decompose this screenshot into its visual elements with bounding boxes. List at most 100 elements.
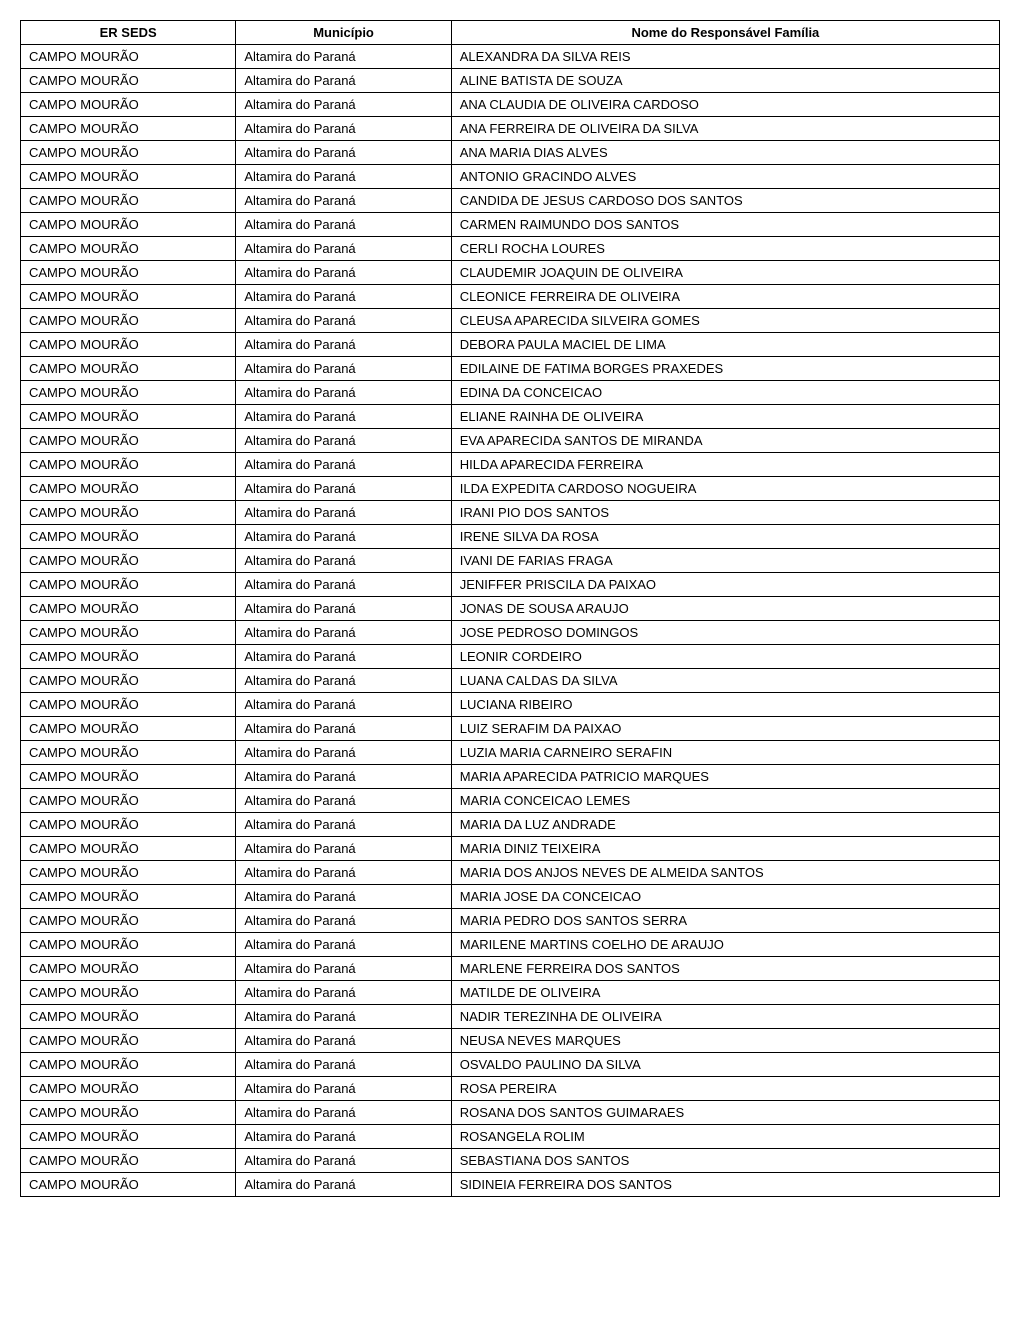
table-cell: Altamira do Paraná (236, 261, 451, 285)
table-cell: Altamira do Paraná (236, 813, 451, 837)
table-cell: CAMPO MOURÃO (21, 693, 236, 717)
table-row: CAMPO MOURÃOAltamira do ParanáSIDINEIA F… (21, 1173, 1000, 1197)
table-cell: CAMPO MOURÃO (21, 765, 236, 789)
table-cell: ROSANGELA ROLIM (451, 1125, 999, 1149)
table-row: CAMPO MOURÃOAltamira do ParanáLUIZ SERAF… (21, 717, 1000, 741)
table-cell: Altamira do Paraná (236, 357, 451, 381)
table-row: CAMPO MOURÃOAltamira do ParanáMARLENE FE… (21, 957, 1000, 981)
table-cell: IRENE SILVA DA ROSA (451, 525, 999, 549)
table-row: CAMPO MOURÃOAltamira do ParanáANA CLAUDI… (21, 93, 1000, 117)
table-cell: HILDA APARECIDA FERREIRA (451, 453, 999, 477)
table-cell: Altamira do Paraná (236, 597, 451, 621)
table-cell: LEONIR CORDEIRO (451, 645, 999, 669)
table-row: CAMPO MOURÃOAltamira do ParanáMARIA DA L… (21, 813, 1000, 837)
table-row: CAMPO MOURÃOAltamira do ParanáHILDA APAR… (21, 453, 1000, 477)
table-cell: ALINE BATISTA DE SOUZA (451, 69, 999, 93)
table-header: ER SEDS Município Nome do Responsável Fa… (21, 21, 1000, 45)
table-cell: CAMPO MOURÃO (21, 429, 236, 453)
table-cell: Altamira do Paraná (236, 165, 451, 189)
table-cell: Altamira do Paraná (236, 453, 451, 477)
table-cell: Altamira do Paraná (236, 309, 451, 333)
table-row: CAMPO MOURÃOAltamira do ParanáROSA PEREI… (21, 1077, 1000, 1101)
table-cell: CAMPO MOURÃO (21, 237, 236, 261)
table-cell: CAMPO MOURÃO (21, 381, 236, 405)
table-row: CAMPO MOURÃOAltamira do ParanáMARIA PEDR… (21, 909, 1000, 933)
table-row: CAMPO MOURÃOAltamira do ParanáELIANE RAI… (21, 405, 1000, 429)
table-cell: CAMPO MOURÃO (21, 69, 236, 93)
table-row: CAMPO MOURÃOAltamira do ParanáMARILENE M… (21, 933, 1000, 957)
table-cell: CAMPO MOURÃO (21, 1053, 236, 1077)
table-cell: Altamira do Paraná (236, 837, 451, 861)
table-body: CAMPO MOURÃOAltamira do ParanáALEXANDRA … (21, 45, 1000, 1197)
column-header-nome: Nome do Responsável Família (451, 21, 999, 45)
table-cell: Altamira do Paraná (236, 1005, 451, 1029)
table-row: CAMPO MOURÃOAltamira do ParanáEDINA DA C… (21, 381, 1000, 405)
table-row: CAMPO MOURÃOAltamira do ParanáEVA APAREC… (21, 429, 1000, 453)
table-cell: CARMEN RAIMUNDO DOS SANTOS (451, 213, 999, 237)
table-cell: CERLI ROCHA LOURES (451, 237, 999, 261)
table-cell: ANTONIO GRACINDO ALVES (451, 165, 999, 189)
table-row: CAMPO MOURÃOAltamira do ParanáJENIFFER P… (21, 573, 1000, 597)
table-cell: Altamira do Paraná (236, 693, 451, 717)
table-cell: Altamira do Paraná (236, 237, 451, 261)
table-cell: IRANI PIO DOS SANTOS (451, 501, 999, 525)
table-cell: Altamira do Paraná (236, 69, 451, 93)
table-row: CAMPO MOURÃOAltamira do ParanáANTONIO GR… (21, 165, 1000, 189)
table-cell: ALEXANDRA DA SILVA REIS (451, 45, 999, 69)
table-cell: Altamira do Paraná (236, 429, 451, 453)
table-cell: ANA FERREIRA DE OLIVEIRA DA SILVA (451, 117, 999, 141)
table-cell: MARIA DOS ANJOS NEVES DE ALMEIDA SANTOS (451, 861, 999, 885)
table-cell: ANA CLAUDIA DE OLIVEIRA CARDOSO (451, 93, 999, 117)
table-cell: CAMPO MOURÃO (21, 189, 236, 213)
table-cell: Altamira do Paraná (236, 45, 451, 69)
table-cell: EVA APARECIDA SANTOS DE MIRANDA (451, 429, 999, 453)
table-cell: EDINA DA CONCEICAO (451, 381, 999, 405)
table-cell: ROSANA DOS SANTOS GUIMARAES (451, 1101, 999, 1125)
table-cell: Altamira do Paraná (236, 621, 451, 645)
header-row: ER SEDS Município Nome do Responsável Fa… (21, 21, 1000, 45)
table-row: CAMPO MOURÃOAltamira do ParanáIVANI DE F… (21, 549, 1000, 573)
table-cell: CAMPO MOURÃO (21, 117, 236, 141)
table-cell: CAMPO MOURÃO (21, 1005, 236, 1029)
table-row: CAMPO MOURÃOAltamira do ParanáANA FERREI… (21, 117, 1000, 141)
table-cell: CAMPO MOURÃO (21, 477, 236, 501)
table-row: CAMPO MOURÃOAltamira do ParanáMARIA JOSE… (21, 885, 1000, 909)
table-cell: Altamira do Paraná (236, 861, 451, 885)
table-cell: Altamira do Paraná (236, 1101, 451, 1125)
table-cell: Altamira do Paraná (236, 213, 451, 237)
table-cell: CAMPO MOURÃO (21, 789, 236, 813)
table-cell: CAMPO MOURÃO (21, 261, 236, 285)
table-cell: SEBASTIANA DOS SANTOS (451, 1149, 999, 1173)
table-cell: LUCIANA RIBEIRO (451, 693, 999, 717)
table-row: CAMPO MOURÃOAltamira do ParanáMARIA APAR… (21, 765, 1000, 789)
table-cell: CAMPO MOURÃO (21, 909, 236, 933)
column-header-er-seds: ER SEDS (21, 21, 236, 45)
table-cell: CAMPO MOURÃO (21, 1125, 236, 1149)
table-cell: JENIFFER PRISCILA DA PAIXAO (451, 573, 999, 597)
table-cell: CAMPO MOURÃO (21, 1101, 236, 1125)
table-cell: SIDINEIA FERREIRA DOS SANTOS (451, 1173, 999, 1197)
table-row: CAMPO MOURÃOAltamira do ParanáILDA EXPED… (21, 477, 1000, 501)
table-cell: CAMPO MOURÃO (21, 981, 236, 1005)
table-cell: CAMPO MOURÃO (21, 813, 236, 837)
table-cell: CAMPO MOURÃO (21, 717, 236, 741)
table-cell: EDILAINE DE FATIMA BORGES PRAXEDES (451, 357, 999, 381)
table-row: CAMPO MOURÃOAltamira do ParanáANA MARIA … (21, 141, 1000, 165)
table-cell: Altamira do Paraná (236, 741, 451, 765)
table-cell: NADIR TEREZINHA DE OLIVEIRA (451, 1005, 999, 1029)
table-cell: Altamira do Paraná (236, 885, 451, 909)
table-cell: CAMPO MOURÃO (21, 1077, 236, 1101)
table-cell: CAMPO MOURÃO (21, 1173, 236, 1197)
data-table: ER SEDS Município Nome do Responsável Fa… (20, 20, 1000, 1197)
table-cell: Altamira do Paraná (236, 669, 451, 693)
table-cell: CAMPO MOURÃO (21, 309, 236, 333)
table-row: CAMPO MOURÃOAltamira do ParanáALEXANDRA … (21, 45, 1000, 69)
table-cell: OSVALDO PAULINO DA SILVA (451, 1053, 999, 1077)
column-header-municipio: Município (236, 21, 451, 45)
table-cell: CAMPO MOURÃO (21, 621, 236, 645)
table-cell: CAMPO MOURÃO (21, 285, 236, 309)
table-cell: CAMPO MOURÃO (21, 405, 236, 429)
table-row: CAMPO MOURÃOAltamira do ParanáIRENE SILV… (21, 525, 1000, 549)
table-cell: Altamira do Paraná (236, 645, 451, 669)
table-cell: MARIA DINIZ TEIXEIRA (451, 837, 999, 861)
